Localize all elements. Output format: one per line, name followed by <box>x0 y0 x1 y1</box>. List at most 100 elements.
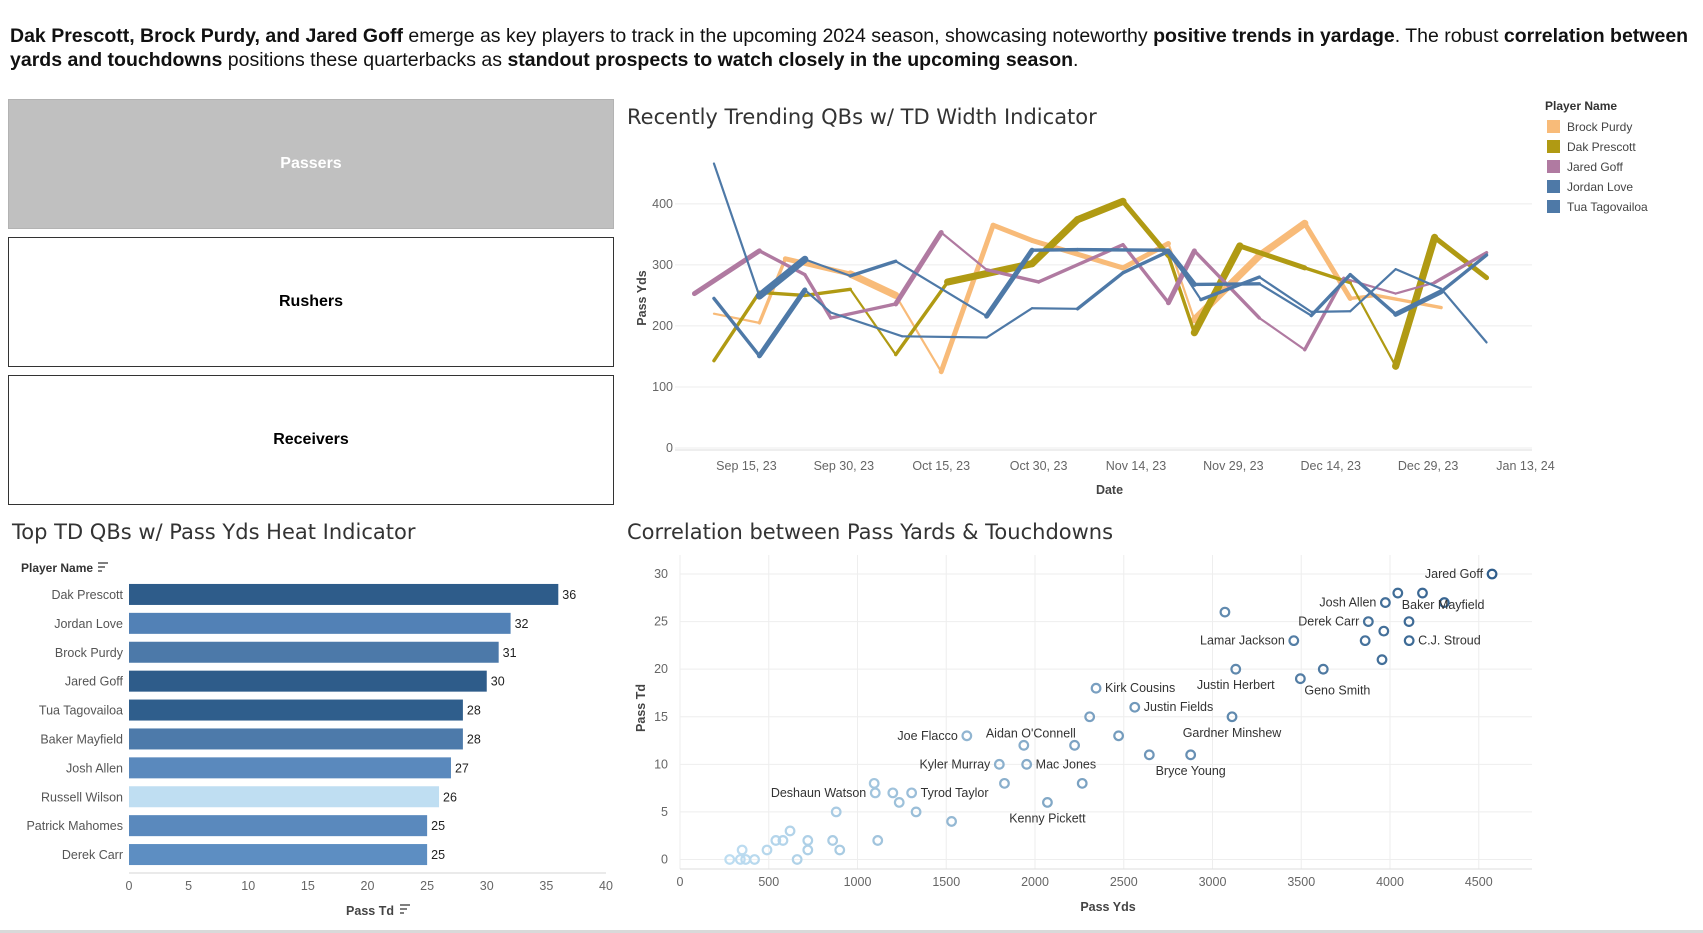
scatter-point <box>1403 616 1415 628</box>
line-segment <box>893 230 944 307</box>
legend-label: Jared Goff <box>1567 160 1623 174</box>
scatter-point <box>1362 616 1374 628</box>
legend-swatch <box>1547 180 1560 193</box>
bar-x-tick-label: 10 <box>241 879 255 893</box>
bar-value-label: 25 <box>431 848 445 862</box>
line-segment <box>803 272 833 320</box>
scatter-point <box>1219 606 1231 618</box>
line-segment <box>1374 293 1443 310</box>
line-x-tick-label: Oct 30, 23 <box>1010 459 1068 473</box>
scatter-x-axis-title: Pass Yds <box>1080 900 1135 914</box>
bar <box>129 670 487 692</box>
scatter-point <box>893 796 905 808</box>
scatter-point <box>1129 701 1141 713</box>
line-segment <box>1258 316 1306 351</box>
headline: Dak Prescott, Brock Purdy, and Jared Gof… <box>10 24 1690 72</box>
scatter-point-label: Lamar Jackson <box>1200 634 1285 648</box>
bar-x-tick-label: 15 <box>301 879 315 893</box>
line-segment <box>1394 268 1443 290</box>
legend-swatch <box>1547 140 1560 153</box>
line-segment <box>757 249 807 277</box>
scatter-x-tick-label: 3000 <box>1199 875 1227 889</box>
scatter-x-tick-label: 0 <box>677 875 684 889</box>
line-segment <box>901 335 988 339</box>
line-segment <box>894 280 950 357</box>
scatter-point <box>1084 711 1096 723</box>
line-segment <box>1255 219 1309 260</box>
bar-value-label: 31 <box>503 646 517 660</box>
line-series <box>712 197 1490 370</box>
bar-category-label: Russell Wilson <box>41 790 123 804</box>
rushers-button[interactable]: Rushers <box>8 237 614 367</box>
line-segment <box>1075 247 1171 252</box>
headline-players: Dak Prescott, Brock Purdy, and Jared Gof… <box>10 25 403 47</box>
line-segment <box>940 231 988 271</box>
bar-category-label: Patrick Mahomes <box>26 819 123 833</box>
line-segment <box>712 312 761 324</box>
scatter-point <box>1486 568 1498 580</box>
line-segment <box>894 294 943 373</box>
bar-category-label: Dak Prescott <box>51 588 123 602</box>
scatter-x-tick-label: 4500 <box>1465 875 1493 889</box>
scatter-y-axis-title: Pass Td <box>634 684 648 732</box>
line-segment <box>938 222 996 375</box>
line-segment <box>846 270 900 299</box>
bar-category-label: Brock Purdy <box>55 646 124 660</box>
bar-x-tick-label: 5 <box>185 879 192 893</box>
line-segment <box>985 307 1034 339</box>
scatter-point <box>872 835 884 846</box>
bar-chart-title: Top TD QBs w/ Pass Yds Heat Indicator <box>12 520 416 544</box>
scatter-x-tick-label: 500 <box>758 875 779 889</box>
scatter-point <box>749 854 760 865</box>
bar-x-tick-label: 25 <box>420 879 434 893</box>
bar-category-label: Baker Mayfield <box>40 732 123 746</box>
scatter-point <box>1376 654 1388 666</box>
line-segment <box>803 288 832 314</box>
sort-icon <box>400 904 410 914</box>
legend-swatch <box>1547 160 1560 173</box>
scatter-point <box>734 854 746 865</box>
line-x-tick-label: Sep 15, 23 <box>716 459 777 473</box>
line-segment <box>990 222 1035 243</box>
line-segment <box>1030 247 1080 252</box>
line-segment <box>1073 197 1127 224</box>
bar <box>129 786 440 808</box>
line-chart-plot: 0 100 200 300 400 Sep 15, 23 Sep 30, 23 Oct 15,… <box>635 99 1648 497</box>
scatter-point <box>1317 663 1329 675</box>
scatter-point <box>1042 796 1053 808</box>
line-segment <box>1349 268 1397 313</box>
line-segment <box>1237 243 1308 271</box>
passers-button[interactable]: Passers <box>8 99 614 229</box>
line-segment <box>757 257 788 325</box>
line-segment <box>1192 282 1262 287</box>
scatter-point-label: Joe Flacco <box>897 729 957 743</box>
scatter-point-label: Justin Herbert <box>1197 678 1275 692</box>
line-segment <box>1258 275 1313 313</box>
scatter-y-tick-label: 15 <box>654 710 668 724</box>
bar-category-label: Jordan Love <box>54 617 123 631</box>
receivers-button[interactable]: Receivers <box>8 375 614 505</box>
line-x-tick-label: Sep 30, 23 <box>814 459 875 473</box>
bar-value-label: 28 <box>467 732 481 746</box>
line-segment <box>848 259 898 278</box>
scatter-x-tick-label: 2500 <box>1110 875 1138 889</box>
bar <box>129 757 451 779</box>
legend-label: Dak Prescott <box>1567 140 1636 154</box>
line-y-tick-label: 100 <box>652 380 673 394</box>
line-segment <box>712 296 762 358</box>
scatter-point <box>887 787 899 799</box>
line-segment <box>1310 310 1352 313</box>
scatter-point <box>869 787 881 799</box>
line-series <box>712 248 1489 359</box>
scatter-point <box>1417 587 1428 599</box>
line-y-tick-label: 400 <box>652 197 673 211</box>
line-segment <box>1439 253 1489 294</box>
legend-swatch <box>1547 200 1560 213</box>
bar-value-label: 27 <box>455 761 469 775</box>
legend-label: Brock Purdy <box>1567 120 1632 134</box>
line-segment <box>691 248 762 297</box>
scatter-point-label: Bryce Young <box>1156 764 1226 778</box>
line-x-tick-label: Nov 29, 23 <box>1203 459 1264 473</box>
line-segment <box>1258 282 1313 317</box>
